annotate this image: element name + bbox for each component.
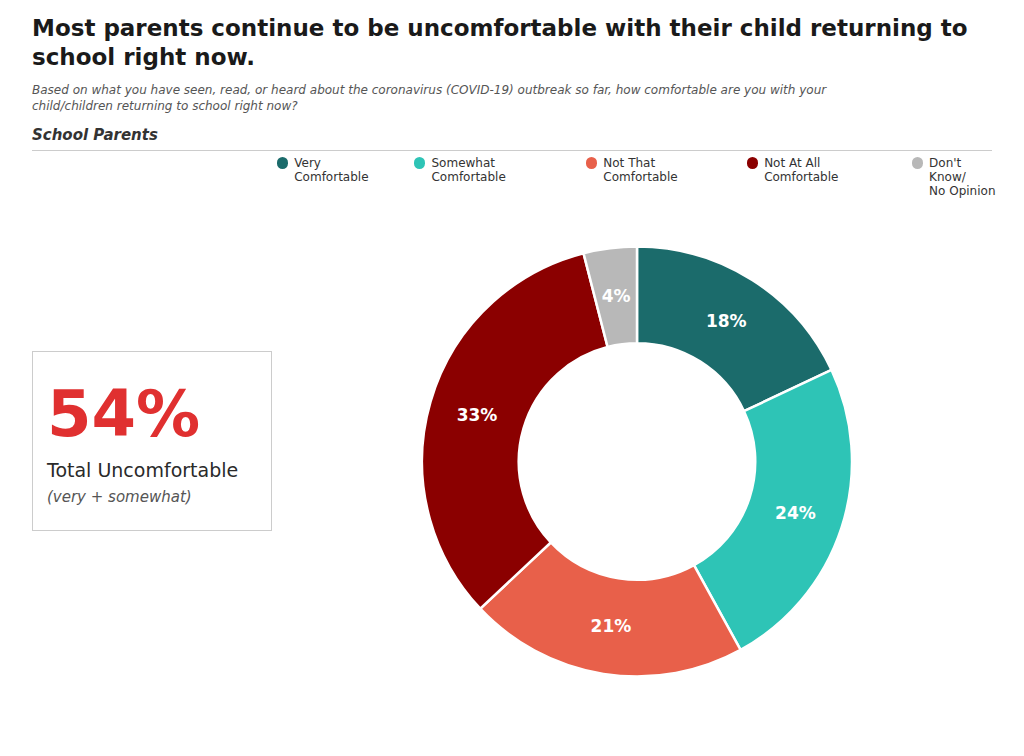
html-text:Total Uncomfortable: Total Uncomfortable [47,458,239,481]
html-text:Not At All Comfortable: Not At All Comfortable [764,155,839,184]
html-text:Most parents continue to be un: Most parents continue to be uncomfortabl… [32,15,968,70]
html-text:Very Comfortable: Very Comfortable [294,155,369,184]
html-text:Don't Know/ No Opinion: Don't Know/ No Opinion [929,155,996,198]
svg-text:4%: 4% [602,286,631,306]
html-text:Based on what you have seen, r: Based on what you have seen, read, or he… [32,82,827,113]
html-text:School Parents: School Parents [32,125,158,144]
svg-text:18%: 18% [706,311,747,331]
html-text:(very + somewhat): (very + somewhat) [47,487,192,506]
html-text:Somewhat Comfortable: Somewhat Comfortable [431,155,506,184]
svg-text:21%: 21% [591,616,632,636]
html-text:54%: 54% [47,377,201,452]
svg-text:24%: 24% [775,503,816,523]
svg-text:33%: 33% [457,405,498,425]
html-text:Not That Comfortable: Not That Comfortable [603,155,678,184]
